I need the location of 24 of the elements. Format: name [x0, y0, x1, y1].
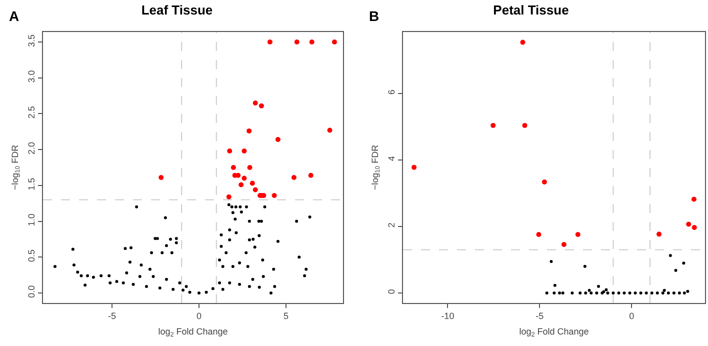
- x-tick-label: -10: [441, 310, 454, 321]
- x-tick-label: -5: [108, 310, 116, 321]
- chart-title: Leaf Tissue: [141, 2, 213, 18]
- x-axis-title: log$_{2}$ Fold Change: [158, 326, 228, 338]
- text: A: [9, 8, 20, 24]
- y-tick-label: 0.5: [26, 250, 36, 262]
- y-tick-label: 2: [386, 222, 396, 228]
- chart-title: Petal Tissue: [493, 2, 569, 18]
- y-tick-label: 1.0: [26, 214, 36, 226]
- y-tick-label: 3.0: [26, 70, 36, 83]
- y-tick-label: 4: [386, 156, 396, 162]
- text: B: [369, 8, 380, 24]
- x-axis-title: log$_{2}$ Fold Change: [519, 326, 589, 338]
- y-tick-label: 0: [386, 289, 396, 294]
- y-tick-label: 2.5: [26, 106, 36, 119]
- y-tick-label: 0.0: [26, 285, 36, 298]
- y-tick-label: 2.0: [26, 142, 36, 154]
- x-tick-label: -5: [536, 310, 544, 321]
- x-tick-label: 0: [196, 310, 202, 321]
- x-tick-label: 5: [283, 310, 288, 321]
- y-tick-label: 3.5: [26, 34, 36, 47]
- y-tick-label: 1.5: [26, 178, 36, 190]
- x-tick-label: 0: [629, 310, 634, 321]
- y-tick-label: 6: [386, 90, 396, 95]
